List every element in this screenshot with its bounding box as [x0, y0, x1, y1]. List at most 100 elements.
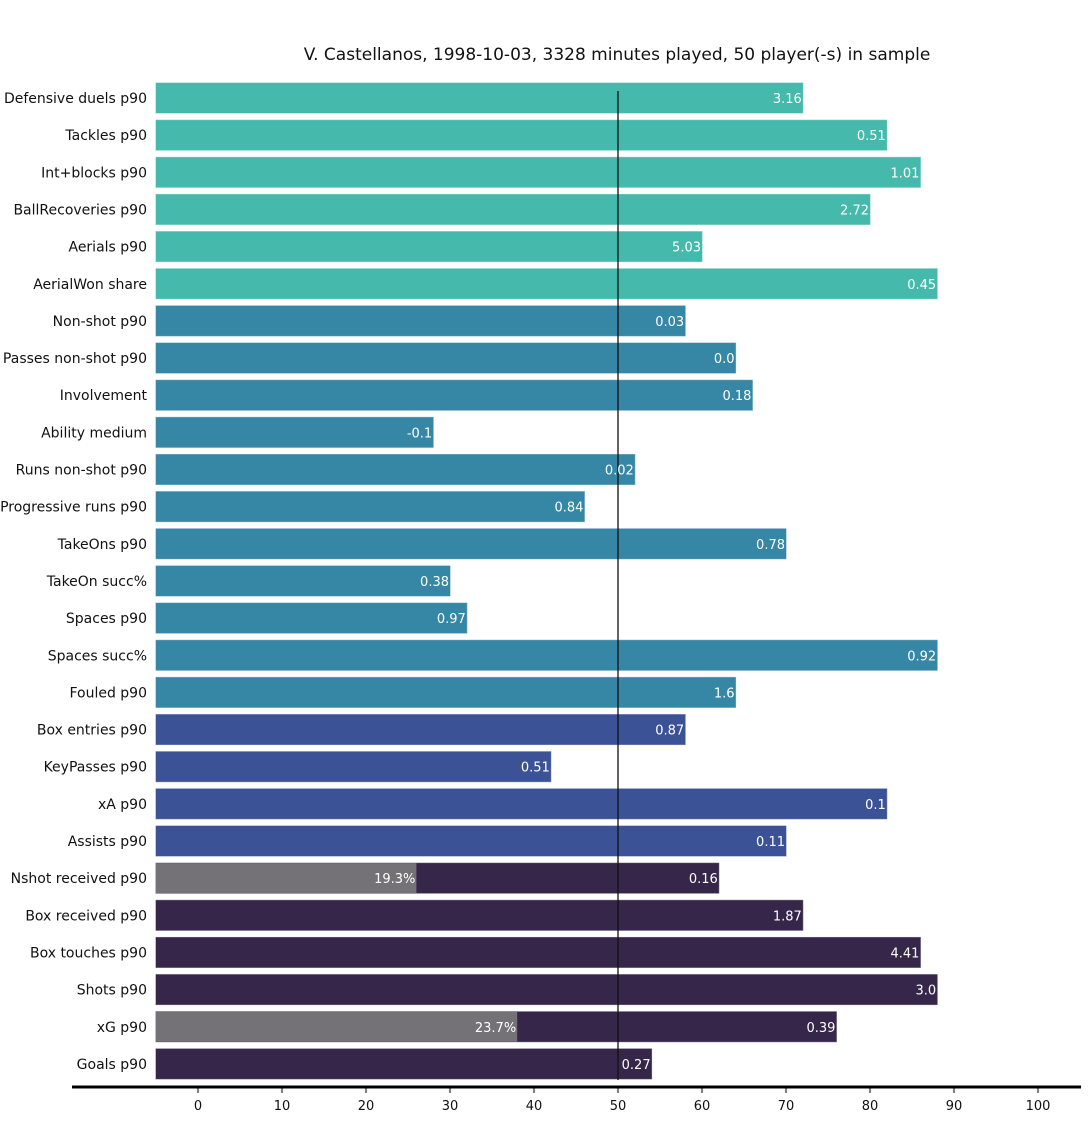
bar-26: [155, 1048, 653, 1080]
share-bar-21: [156, 863, 417, 894]
y-label-23: Box touches p90: [30, 945, 147, 961]
x-tick-label-10: 100: [1026, 1099, 1051, 1114]
bar-16: [155, 676, 737, 708]
value-label-1: 0.51: [857, 129, 886, 144]
value-label-4: 5.03: [672, 241, 701, 256]
value-label-25: 0.39: [806, 1021, 835, 1036]
x-tick-label-3: 30: [442, 1099, 459, 1114]
y-label-4: Aerials p90: [68, 240, 147, 256]
value-label-6: 0.03: [655, 315, 684, 330]
bar-15: [155, 639, 938, 671]
value-label-12: 0.78: [756, 538, 785, 553]
value-label-3: 2.72: [840, 203, 869, 218]
value-labels: 3.16 0.51 1.01 2.72 5.03 0.45 0.03 0.0 0.18 -0.1 0…: [374, 92, 936, 1073]
chart-title: V. Castellanos, 1998-10-03, 3328 minutes…: [304, 45, 931, 65]
value-label-0: 3.16: [773, 92, 802, 107]
bar-24: [155, 974, 938, 1006]
y-label-0: Defensive duels p90: [4, 91, 147, 107]
value-label-18: 0.51: [521, 761, 550, 776]
y-label-2: Int+blocks p90: [41, 165, 147, 181]
y-label-14: Spaces p90: [66, 611, 147, 627]
y-label-8: Involvement: [60, 388, 148, 404]
y-label-18: KeyPasses p90: [44, 760, 147, 776]
bar-8: [155, 379, 753, 411]
y-label-21: Nshot received p90: [11, 871, 147, 887]
y-label-16: Fouled p90: [69, 685, 147, 701]
bar-0: [155, 82, 804, 114]
bar-2: [155, 156, 921, 188]
y-label-9: Ability medium: [41, 425, 147, 441]
bar-17: [155, 714, 686, 746]
share-label-25: 23.7%: [475, 1021, 516, 1036]
value-label-11: 0.84: [554, 501, 583, 516]
x-axis-ticks: 0 10 20 30 40 50 60 70 80 90 100: [194, 1088, 1051, 1114]
bars-layer: [155, 82, 938, 1080]
bar-20: [155, 825, 787, 857]
bar-7: [155, 342, 737, 374]
value-label-19: 0.1: [865, 798, 886, 813]
bar-5: [155, 268, 938, 300]
value-label-10: 0.02: [605, 464, 634, 479]
bar-3: [155, 193, 871, 225]
value-label-26: 0.27: [622, 1058, 651, 1073]
bar-12: [155, 528, 787, 560]
y-label-22: Box received p90: [25, 908, 147, 924]
x-tick-label-6: 60: [694, 1099, 711, 1114]
bar-13: [155, 565, 451, 597]
value-label-22: 1.87: [773, 909, 802, 924]
bar-11: [155, 491, 585, 523]
x-tick-label-5: 50: [610, 1099, 627, 1114]
bar-18: [155, 751, 552, 783]
bar-6: [155, 305, 686, 337]
y-label-12: TakeOns p90: [57, 537, 147, 553]
y-label-19: xA p90: [98, 797, 147, 813]
value-label-17: 0.87: [655, 724, 684, 739]
x-tick-label-9: 90: [946, 1099, 963, 1114]
y-label-17: Box entries p90: [37, 723, 147, 739]
bar-14: [155, 602, 468, 634]
y-label-10: Runs non-shot p90: [16, 463, 147, 479]
x-tick-label-1: 10: [274, 1099, 291, 1114]
x-tick-label-4: 40: [526, 1099, 543, 1114]
y-label-5: AerialWon share: [33, 277, 147, 293]
value-label-23: 4.41: [890, 946, 919, 961]
value-label-20: 0.11: [756, 835, 785, 850]
value-label-13: 0.38: [420, 575, 449, 590]
bar-19: [155, 788, 888, 820]
y-label-26: Goals p90: [77, 1057, 147, 1073]
bar-1: [155, 119, 888, 151]
y-label-13: TakeOn succ%: [46, 574, 147, 590]
y-label-7: Passes non-shot p90: [3, 351, 147, 367]
y-label-20: Assists p90: [68, 834, 147, 850]
bar-4: [155, 231, 703, 263]
value-label-5: 0.45: [907, 278, 936, 293]
value-label-21: 0.16: [689, 872, 718, 887]
value-label-7: 0.0: [714, 352, 735, 367]
y-axis-labels: Defensive duels p90 Tackles p90 Int+blocks…: [0, 91, 147, 1073]
value-label-24: 3.0: [916, 984, 937, 999]
y-label-1: Tackles p90: [64, 128, 147, 144]
y-label-25: xG p90: [97, 1020, 147, 1036]
value-label-15: 0.92: [907, 649, 936, 664]
y-label-24: Shots p90: [77, 983, 147, 999]
x-tick-label-2: 20: [358, 1099, 375, 1114]
y-label-15: Spaces succ%: [48, 648, 147, 664]
x-tick-label-8: 80: [862, 1099, 879, 1114]
bar-23: [155, 936, 921, 968]
bar-10: [155, 454, 636, 485]
bar-22: [155, 899, 804, 931]
y-label-6: Non-shot p90: [53, 314, 147, 330]
value-label-16: 1.6: [714, 686, 735, 701]
bar-9: [155, 416, 434, 448]
share-bar-25: [156, 1011, 518, 1042]
y-label-3: BallRecoveries p90: [13, 202, 147, 218]
value-label-8: 0.18: [722, 389, 751, 404]
x-tick-label-7: 70: [778, 1099, 795, 1114]
y-label-11: Progressive runs p90: [0, 500, 147, 516]
share-label-21: 19.3%: [374, 872, 415, 887]
x-tick-label-0: 0: [194, 1099, 202, 1114]
value-label-14: 0.97: [437, 612, 466, 627]
value-label-2: 1.01: [890, 166, 919, 181]
value-label-9: -0.1: [407, 426, 432, 441]
